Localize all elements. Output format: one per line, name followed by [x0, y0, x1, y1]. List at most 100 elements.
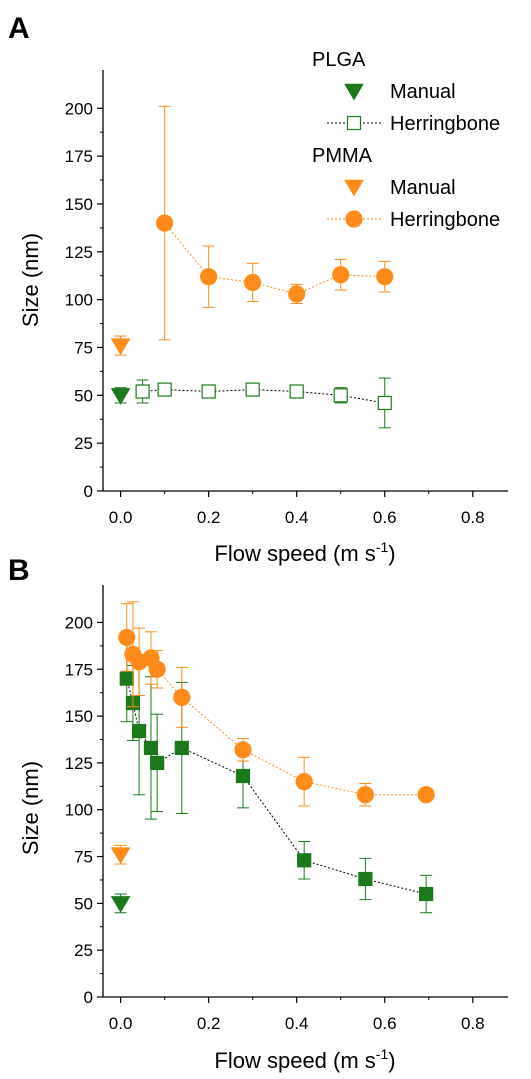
- data-point-pmma-herringbone-a: [244, 273, 262, 292]
- y-tick-label-b: 150: [65, 707, 93, 726]
- data-point-pmma-herringbone-b: [295, 773, 313, 791]
- data-point-plga-herringbone-a: [377, 395, 392, 411]
- y-tick-label-b: 200: [65, 613, 93, 632]
- legend-label-plga-herringbone: Herringbone: [390, 113, 500, 135]
- y-tick-label-a: 0: [84, 482, 93, 501]
- legend-label-pmma-herringbone: Herringbone: [390, 209, 500, 231]
- legend-symbol-plga-herringbone: [346, 115, 362, 131]
- plot-area-a: 0 25 50 75 100 125 150 175 200 0.0 0.2 0.4 0.6 0.8: [65, 70, 508, 527]
- data-point-plga-herringbone-a: [201, 384, 216, 399]
- legend-symbol-plga-manual: [344, 83, 364, 101]
- x-tick-label-a: 0.0: [109, 508, 133, 527]
- y-tick-label-b: 25: [74, 941, 93, 960]
- legend-label-plga-manual: Manual: [390, 81, 456, 103]
- data-point-plga-herringbone-b: [119, 671, 134, 686]
- series-plga-manual-b: [110, 893, 131, 914]
- y-tick-label-a: 25: [74, 434, 93, 453]
- y-tick-label-b: 75: [74, 848, 93, 867]
- y-tick-label-b: 125: [65, 754, 93, 773]
- y-tick-label-a: 50: [74, 386, 93, 405]
- series-line-plga-herringbone-b: [126, 678, 427, 895]
- x-axis-title-b: Flow speed (m s-1): [214, 1046, 395, 1073]
- plot-area-b: 0 25 50 75 100 125 150 175 200 0.0 0.2 0.4 0.6 0.8: [65, 585, 508, 1033]
- x-tick-label-a: 0.4: [285, 508, 309, 527]
- y-tick-label-a: 150: [65, 195, 93, 214]
- series-pmma-herringbone-b: [118, 601, 435, 807]
- series-line-pmma-herringbone-b: [126, 637, 427, 796]
- x-tick-label-b: 0.6: [373, 1014, 397, 1033]
- y-tick-label-a: 200: [65, 99, 93, 118]
- data-point-plga-herringbone-a: [245, 382, 260, 397]
- data-point-pmma-herringbone-b: [173, 688, 191, 706]
- x-tick-label-a: 0.6: [373, 508, 397, 527]
- panel-label-b: B: [8, 554, 30, 587]
- data-point-plga-herringbone-b: [235, 768, 251, 784]
- data-point-plga-herringbone-b: [358, 871, 373, 887]
- y-axis-title-b: Size (nm): [18, 761, 43, 855]
- x-tick-label-b: 0.2: [197, 1014, 221, 1033]
- y-tick-label-b: 100: [65, 801, 93, 820]
- series-pmma-manual-b: [110, 844, 131, 865]
- legend-group-title-pmma: PMMA: [312, 145, 373, 167]
- data-point-pmma-manual-a: [110, 338, 131, 356]
- y-tick-label-a: 75: [74, 338, 93, 357]
- x-axis-title-a: Flow speed (m s-1): [214, 539, 395, 566]
- chart-panel-a: A Size (nm) Flow speed (m s-1): [8, 12, 396, 566]
- data-point-plga-manual-b: [110, 896, 131, 913]
- data-point-plga-herringbone-b: [174, 740, 189, 756]
- series-plga-herringbone-b: [119, 635, 434, 914]
- legend: PLGA Manual Herringbone PMMA Manual Herr…: [312, 49, 500, 231]
- data-point-plga-herringbone-a: [289, 384, 304, 399]
- x-tick-label-b: 0.0: [109, 1014, 133, 1033]
- data-point-pmma-herringbone-b: [234, 741, 252, 759]
- x-tick-label-a: 0.2: [197, 508, 221, 527]
- data-point-pmma-herringbone-a: [156, 214, 174, 232]
- data-point-pmma-herringbone-b: [148, 660, 166, 678]
- panel-label-a: A: [8, 12, 30, 45]
- legend-symbol-pmma-manual: [344, 179, 364, 197]
- series-plga-manual-a: [110, 387, 131, 405]
- data-point-plga-herringbone-a: [157, 382, 172, 397]
- legend-group-title-plga: PLGA: [312, 49, 366, 71]
- data-point-pmma-manual-b: [110, 847, 131, 865]
- data-point-plga-herringbone-b: [297, 853, 312, 868]
- x-axis-title-sup-a: -1: [376, 539, 389, 555]
- data-point-pmma-herringbone-a: [200, 268, 218, 286]
- series-plga-herringbone-a: [135, 377, 392, 429]
- data-point-pmma-herringbone-b: [356, 786, 374, 804]
- data-point-plga-herringbone-b: [143, 740, 159, 756]
- data-point-plga-herringbone-a: [333, 388, 348, 403]
- x-tick-label-b: 0.8: [461, 1014, 485, 1033]
- x-axis-title-close-a: ): [388, 541, 395, 566]
- x-axis-title-text-a: Flow speed (m s: [214, 541, 375, 566]
- y-axis-title-a: Size (nm): [18, 233, 43, 327]
- y-tick-label-a: 175: [65, 147, 93, 166]
- y-tick-label-b: 175: [65, 660, 93, 679]
- chart-panel-b: B Size (nm) Flow speed (m s-1): [8, 554, 396, 1073]
- y-tick-label-a: 100: [65, 291, 93, 310]
- y-tick-label-b: 0: [84, 988, 93, 1007]
- data-point-pmma-herringbone-b: [118, 628, 136, 647]
- y-tick-label-a: 125: [65, 243, 93, 262]
- data-point-pmma-herringbone-a: [332, 266, 350, 284]
- data-point-plga-herringbone-a: [135, 384, 150, 399]
- data-point-plga-herringbone-b: [419, 886, 434, 902]
- x-tick-label-b: 0.4: [285, 1014, 309, 1033]
- legend-symbol-pmma-herringbone: [345, 210, 363, 228]
- data-point-plga-herringbone-b: [131, 723, 147, 739]
- data-point-pmma-herringbone-a: [288, 285, 306, 303]
- data-point-pmma-herringbone-b: [417, 786, 435, 804]
- data-point-plga-herringbone-b: [150, 755, 165, 771]
- x-axis-title-sup-b: -1: [376, 1046, 389, 1062]
- data-point-pmma-herringbone-a: [376, 268, 394, 286]
- series-line-plga-herringbone-a: [142, 389, 385, 404]
- series-pmma-herringbone-a: [156, 105, 394, 341]
- x-axis-title-close-b: ): [388, 1048, 395, 1073]
- series-pmma-manual-a: [110, 335, 131, 356]
- y-tick-label-b: 50: [74, 894, 93, 913]
- legend-label-pmma-manual: Manual: [390, 177, 456, 199]
- series-line-pmma-herringbone-a: [164, 222, 385, 295]
- x-tick-label-a: 0.8: [461, 508, 485, 527]
- data-point-plga-manual-a: [110, 388, 131, 405]
